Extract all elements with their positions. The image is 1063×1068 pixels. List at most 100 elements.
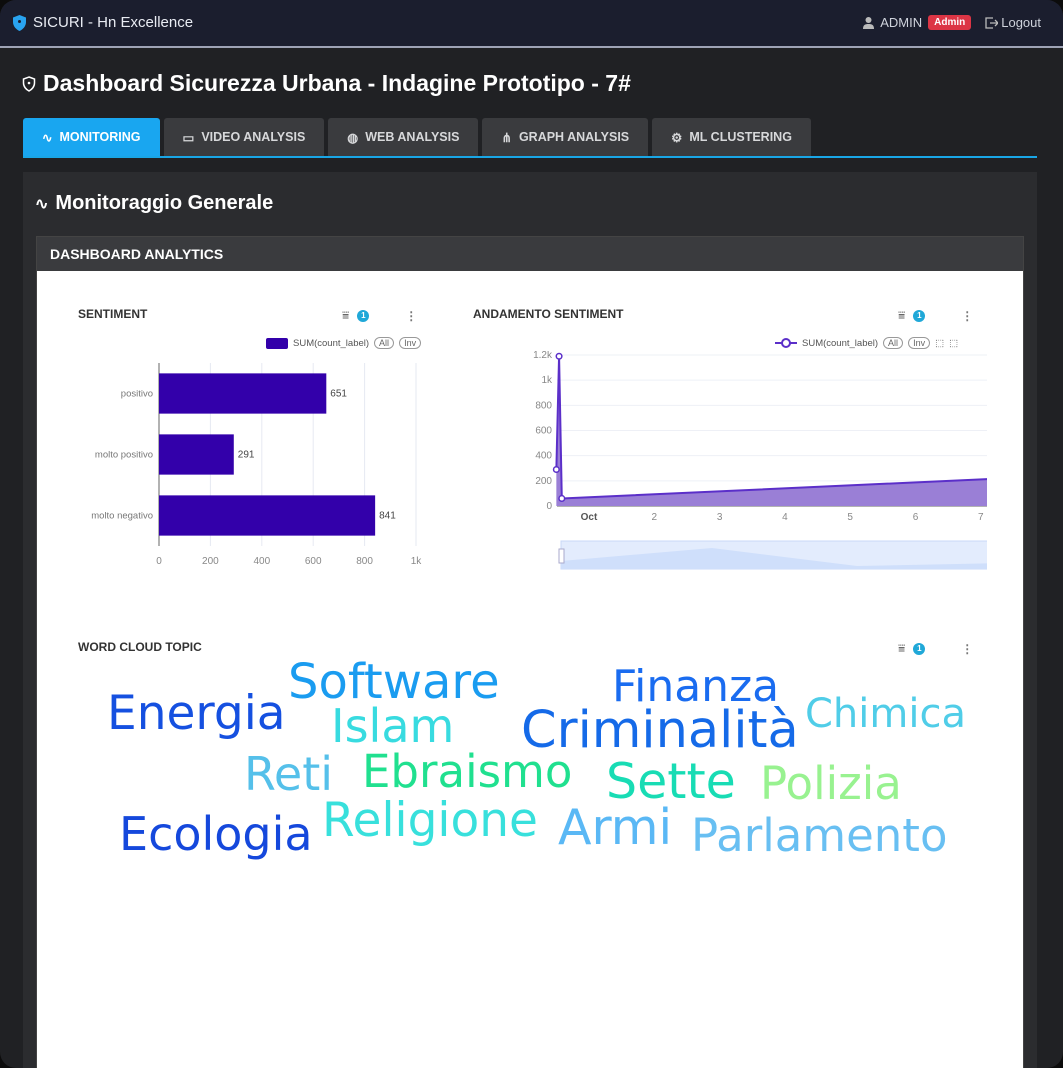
- tab-web-analysis[interactable]: ◍ WEB ANALYSIS: [328, 118, 479, 156]
- word-cloud-word[interactable]: Polizia: [760, 757, 902, 810]
- card-header: DASHBOARD ANALYTICS: [37, 237, 1023, 271]
- legend-line-marker[interactable]: [775, 338, 797, 348]
- shield-outline-icon: [22, 75, 36, 92]
- bar: [159, 495, 376, 536]
- bar-data-label: 841: [379, 511, 396, 522]
- chart-title: WORD CLOUD TOPIC: [78, 640, 202, 654]
- legend-label[interactable]: SUM(count_label): [293, 337, 370, 349]
- legend-all-button[interactable]: All: [883, 337, 904, 349]
- filter-icon[interactable]: ⩸: [898, 641, 906, 655]
- role-badge: Admin: [928, 15, 972, 30]
- bar: [159, 434, 234, 475]
- zoom-reset-icon[interactable]: ⬚: [949, 337, 959, 349]
- more-menu-icon[interactable]: ⋮: [961, 641, 974, 656]
- user-area: ADMIN Admin Logout: [863, 15, 1041, 30]
- sitemap-icon: ⋔: [501, 130, 512, 145]
- word-cloud-word[interactable]: Religione: [322, 793, 538, 848]
- page-title: Dashboard Sicurezza Urbana - Indagine Pr…: [22, 70, 631, 97]
- logout-icon: [985, 16, 999, 29]
- legend-inv-button[interactable]: Inv: [908, 337, 931, 349]
- x-tick-label: 1k: [411, 556, 423, 567]
- x-tick-label: 6: [913, 512, 919, 523]
- tab-bar: ∿ MONITORING ▭ VIDEO ANALYSIS ◍ WEB ANALYSI…: [23, 118, 1037, 158]
- chart-legend: SUM(count_label) All Inv ⬚ ⬚: [775, 337, 958, 349]
- word-cloud-word[interactable]: Reti: [244, 747, 334, 801]
- word-cloud-word[interactable]: Ebraismo: [362, 745, 573, 798]
- word-cloud-word[interactable]: Chimica: [805, 691, 966, 737]
- user-icon: [863, 16, 875, 29]
- card-body: SENTIMENT ⩸ 1 ⋮ SUM(count_label) All Inv 0…: [37, 271, 1023, 1068]
- datazoom-handle[interactable]: [558, 548, 565, 564]
- app-title: SICURI - Hn Excellence: [33, 14, 194, 31]
- filter-icon[interactable]: ⩸: [342, 308, 350, 322]
- word-cloud-word[interactable]: Software: [288, 654, 500, 710]
- more-menu-icon[interactable]: ⋮: [405, 308, 418, 323]
- legend-swatch[interactable]: [266, 337, 288, 349]
- zoom-select-icon[interactable]: ⬚: [935, 337, 945, 349]
- username: ADMIN: [880, 15, 923, 30]
- tab-label: ML CLUSTERING: [689, 130, 792, 144]
- word-cloud-word[interactable]: Criminalità: [521, 701, 799, 760]
- filter-icon[interactable]: ⩸: [898, 308, 906, 322]
- tab-graph-analysis[interactable]: ⋔ GRAPH ANALYSIS: [482, 118, 649, 156]
- y-tick-label: 0: [546, 501, 552, 512]
- tab-video-analysis[interactable]: ▭ VIDEO ANALYSIS: [163, 118, 325, 156]
- data-point: [555, 352, 563, 360]
- section-title: ∿ Monitoraggio Generale: [35, 192, 273, 215]
- x-tick-label: Oct: [581, 512, 598, 523]
- page-title-text: Dashboard Sicurezza Urbana - Indagine Pr…: [43, 70, 631, 96]
- sentiment-bar-chart: 0 200 400 600 800 1k positivo 651 molto positivo…: [91, 363, 423, 567]
- x-tick-label: 7: [978, 512, 984, 523]
- data-point: [552, 465, 560, 474]
- globe-icon: ◍: [347, 130, 359, 145]
- x-tick-label: 200: [202, 556, 219, 567]
- y-tick-label: 600: [535, 426, 552, 437]
- tab-monitoring[interactable]: ∿ MONITORING: [23, 118, 160, 156]
- legend-label[interactable]: SUM(count_label): [802, 337, 879, 349]
- chart-tools: ⩸ 1 ⋮: [898, 641, 973, 656]
- bar-data-label: 291: [238, 450, 255, 461]
- x-tick-label: 0: [156, 556, 162, 567]
- word-cloud-word[interactable]: Parlamento: [691, 809, 948, 862]
- word-cloud: Energia Software Finanza Chimica Islam Crimin…: [37, 271, 1023, 1068]
- datazoom-preview: [561, 548, 987, 569]
- word-cloud-word[interactable]: Sette: [606, 753, 736, 810]
- chip-icon: ⚙: [671, 130, 683, 145]
- filter-count[interactable]: 1: [913, 309, 926, 322]
- y-tick-label: 400: [535, 451, 552, 462]
- chart-title: ANDAMENTO SENTIMENT: [473, 307, 624, 321]
- y-category-label: molto positivo: [95, 450, 153, 461]
- pulse-icon: ∿: [42, 130, 53, 145]
- bar: [159, 373, 327, 414]
- logout-button[interactable]: Logout: [985, 15, 1041, 30]
- tab-label: VIDEO ANALYSIS: [201, 130, 306, 144]
- filter-count[interactable]: 1: [913, 642, 926, 655]
- y-tick-label: 1.2k: [533, 351, 553, 361]
- bar-data-label: 651: [330, 389, 347, 400]
- word-cloud-word[interactable]: Ecologia: [119, 807, 313, 861]
- tab-ml-clustering[interactable]: ⚙ ML CLUSTERING: [652, 118, 811, 156]
- analytics-card: DASHBOARD ANALYTICS SENTIMENT ⩸ 1 ⋮ SUM(co…: [36, 236, 1024, 1068]
- x-tick-label: 3: [717, 512, 723, 523]
- y-tick-label: 200: [535, 476, 552, 487]
- logout-label: Logout: [1001, 15, 1041, 30]
- legend-inv-button[interactable]: Inv: [399, 337, 422, 349]
- word-cloud-word[interactable]: Finanza: [612, 661, 780, 712]
- word-cloud-word[interactable]: Armi: [558, 799, 673, 856]
- word-cloud-word[interactable]: Energia: [107, 686, 286, 741]
- brand[interactable]: SICURI - Hn Excellence: [13, 14, 193, 31]
- chart-tools: ⩸ 1 ⋮: [898, 308, 973, 323]
- tab-label: WEB ANALYSIS: [365, 130, 460, 144]
- pulse-icon: ∿: [35, 195, 49, 213]
- video-icon: ▭: [182, 130, 195, 145]
- legend-all-button[interactable]: All: [374, 337, 395, 349]
- tab-label: MONITORING: [59, 130, 141, 144]
- chart-legend: SUM(count_label) All Inv: [266, 337, 422, 349]
- x-tick-label: 5: [847, 512, 853, 523]
- filter-count[interactable]: 1: [357, 309, 370, 322]
- more-menu-icon[interactable]: ⋮: [961, 308, 974, 323]
- x-tick-label: 800: [356, 556, 373, 567]
- tab-label: GRAPH ANALYSIS: [518, 130, 630, 144]
- word-cloud-word[interactable]: Islam: [331, 699, 455, 753]
